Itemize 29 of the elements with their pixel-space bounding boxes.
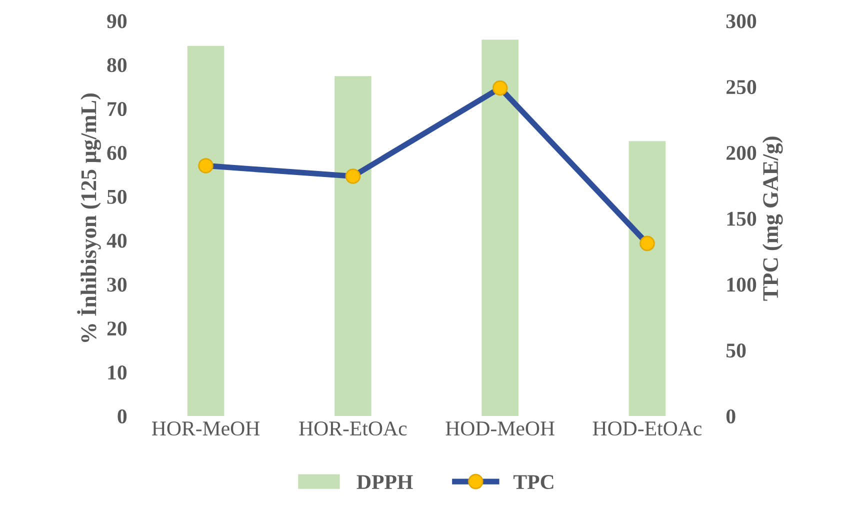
y-tick-label: 30 xyxy=(107,278,127,292)
y-tick-label: 70 xyxy=(108,102,127,116)
y-tick-label: 20 xyxy=(107,322,127,336)
bar xyxy=(482,40,518,416)
bar xyxy=(334,76,372,416)
y-tick-label: 50 xyxy=(107,190,127,204)
y-tick-label: 60 xyxy=(107,146,127,160)
y-tick-label: 10 xyxy=(108,365,127,380)
legend-label: TPC xyxy=(514,475,554,490)
x-tick-label: HOR-MeOH xyxy=(152,422,260,436)
x-tick-label: HOD-MeOH xyxy=(446,422,554,436)
y-tick-label: 90 xyxy=(107,14,127,28)
x-tick-label: HOR-EtOAc xyxy=(299,422,407,436)
y-axis-title: % İnhibisyon (125 µg/mL) xyxy=(77,94,101,342)
y-tick-label: 0 xyxy=(118,409,127,424)
y2-tick-label: 150 xyxy=(727,212,756,226)
bar xyxy=(628,141,666,416)
y2-tick-label: 300 xyxy=(726,14,756,28)
y2-tick-label: 0 xyxy=(726,409,736,424)
legend-label: DPPH xyxy=(356,475,413,489)
bar xyxy=(187,46,224,416)
y-tick-label: 40 xyxy=(106,234,127,248)
y2-tick-label: 100 xyxy=(727,278,756,292)
y-tick-label: 80 xyxy=(107,58,127,72)
x-tick-label: HOD-EtOAc xyxy=(592,422,702,436)
y2-tick-label: 200 xyxy=(726,146,756,160)
y2-axis-title: TPC (mg GAE/g) xyxy=(762,136,783,301)
y2-tick-label: 50 xyxy=(726,344,746,358)
y2-tick-label: 250 xyxy=(726,80,756,94)
